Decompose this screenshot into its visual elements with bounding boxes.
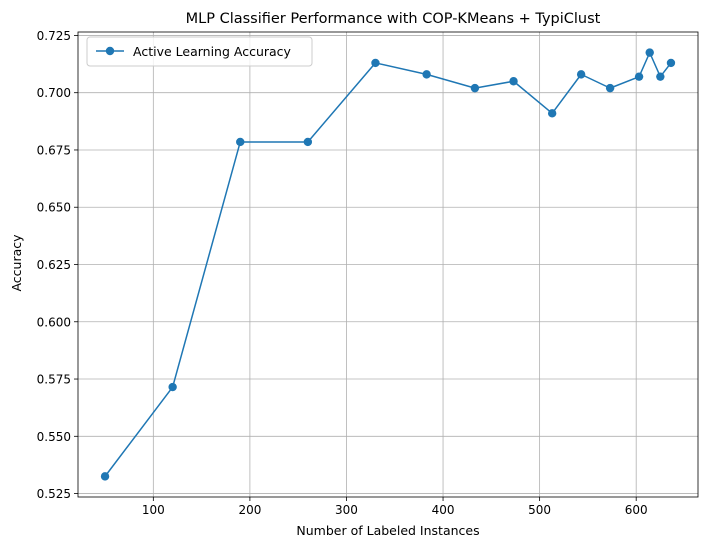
y-axis: 0.525 0.550 0.575 0.600 0.625 0.650 0.675 0.700… <box>37 29 78 501</box>
data-point <box>422 70 431 79</box>
data-point <box>236 137 245 147</box>
y-tick-label: 0.525 <box>37 487 71 501</box>
x-tick-label: 600 <box>625 503 648 517</box>
data-point <box>634 72 644 81</box>
data-point <box>576 70 586 79</box>
grid <box>78 32 698 497</box>
y-tick-label: 0.575 <box>37 373 71 387</box>
legend-box <box>86 36 313 67</box>
x-tick-label: 100 <box>142 503 165 517</box>
data-point <box>470 83 480 93</box>
data-point <box>100 472 110 481</box>
x-tick-label: 300 <box>335 503 358 517</box>
series-layer <box>100 48 676 481</box>
y-axis-label: Accuracy <box>9 234 24 292</box>
legend-marker-icon <box>105 46 115 56</box>
data-point <box>371 58 380 68</box>
data-point <box>645 48 654 57</box>
y-tick-label: 0.650 <box>37 201 71 215</box>
y-tick-label: 0.700 <box>37 86 71 100</box>
x-tick-label: 500 <box>528 503 551 517</box>
x-tick-label: 400 <box>432 503 455 517</box>
x-axis: 100 200 300 400 500 600 <box>142 497 648 517</box>
legend-label: Active Learning Accuracy <box>133 44 292 59</box>
data-point <box>303 137 313 147</box>
data-point <box>509 77 518 86</box>
x-axis-label: Number of Labeled Instances <box>296 523 479 538</box>
data-point <box>168 382 177 392</box>
y-tick-label: 0.675 <box>37 143 71 157</box>
chart-title: MLP Classifier Performance with COP-KMea… <box>186 11 601 27</box>
y-tick-label: 0.725 <box>37 29 71 43</box>
y-tick-label: 0.550 <box>37 430 71 444</box>
x-tick-label: 200 <box>238 503 261 517</box>
y-tick-label: 0.625 <box>37 258 71 272</box>
data-point <box>666 58 676 68</box>
y-tick-label: 0.600 <box>37 315 71 329</box>
data-point <box>605 83 615 93</box>
data-point <box>656 72 665 81</box>
legend: Active Learning Accuracy <box>86 36 313 67</box>
data-point <box>547 109 557 118</box>
